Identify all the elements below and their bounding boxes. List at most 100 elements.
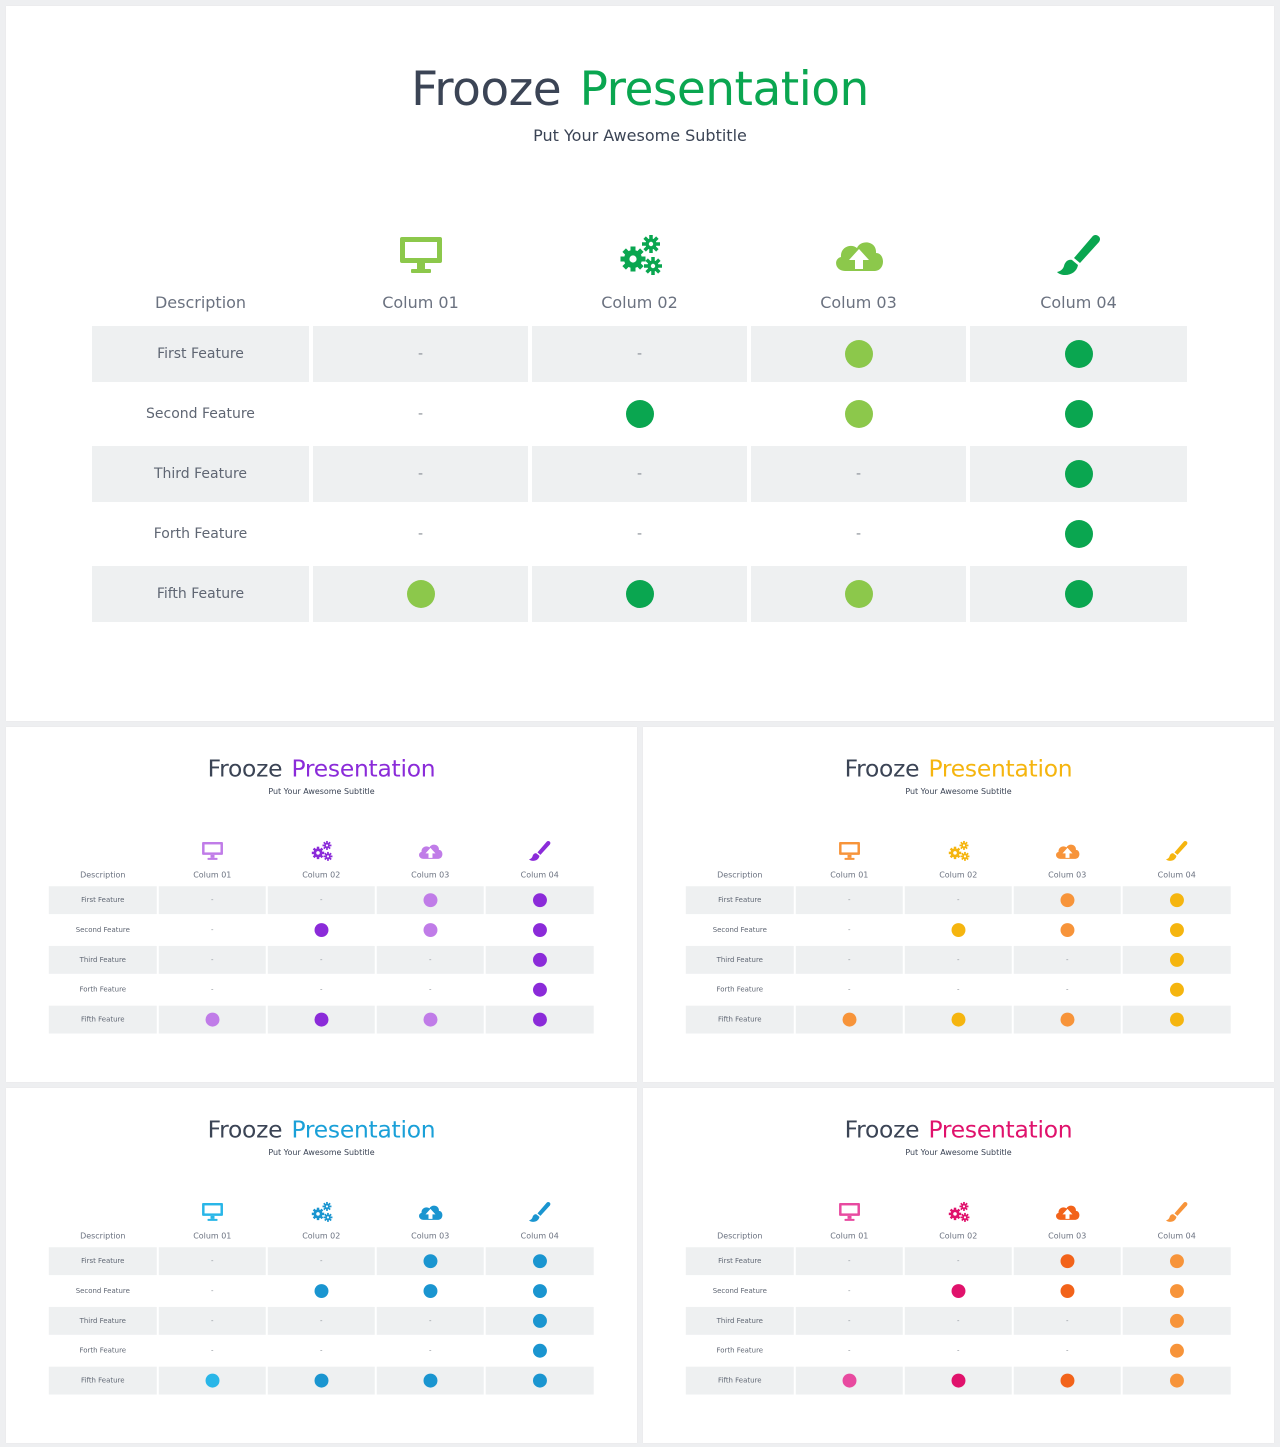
table-cell (970, 446, 1187, 502)
monitor-icon (398, 233, 444, 277)
monitor-icon (201, 840, 224, 862)
check-dot (951, 1373, 966, 1388)
check-dot (1169, 1284, 1184, 1299)
table-cell (1014, 1277, 1121, 1305)
feature-label: Second Feature (712, 1287, 767, 1296)
table-cell (486, 916, 594, 944)
empty-dash: - (636, 466, 643, 482)
empty-dash: - (211, 1316, 214, 1325)
column-header-2: Colum 02 (905, 1193, 1012, 1246)
column-header-3: Colum 03 (377, 1193, 484, 1246)
check-dot (406, 580, 435, 608)
check-dot (1169, 1343, 1184, 1358)
table-cell (158, 1366, 266, 1395)
table-cell (486, 1337, 594, 1365)
feature-label: Forth Feature (716, 985, 764, 994)
column-header-label: Colum 02 (939, 869, 978, 880)
description-header: Description (686, 832, 794, 885)
check-dot (1064, 460, 1093, 488)
table-cell (485, 945, 594, 974)
check-dot (1060, 893, 1075, 908)
table-cell (751, 386, 966, 442)
feature-label: First Feature (48, 1247, 157, 1276)
column-header-label: Colum 01 (193, 1230, 232, 1241)
table-cell (1013, 1247, 1121, 1276)
empty-dash: - (855, 466, 862, 482)
table-cell: - (751, 446, 966, 502)
feature-label: Forth Feature (79, 1346, 127, 1355)
table-cell (1013, 1366, 1121, 1395)
empty-dash: - (319, 1257, 323, 1266)
table-cell (1122, 1306, 1231, 1335)
table-cell: - (376, 945, 484, 974)
feature-label: First Feature (685, 886, 794, 915)
empty-dash: - (848, 985, 851, 994)
table-cell: - (532, 506, 747, 562)
empty-dash: - (211, 1257, 214, 1266)
slide-title: Frooze Presentation (6, 1116, 637, 1143)
empty-dash: - (848, 1287, 851, 1296)
table-cell (376, 1247, 484, 1276)
check-dot (532, 1254, 547, 1269)
table-cell: - (795, 1247, 903, 1276)
slide-subtitle: Put Your Awesome Subtitle (268, 786, 375, 797)
column-header-1: Colum 01 (796, 832, 903, 885)
check-dot (532, 923, 547, 938)
feature-label: Fifth Feature (48, 1366, 157, 1395)
table-cell: - (1013, 945, 1121, 974)
slide-5: Frooze Presentation Put Your Awesome Subt… (643, 1088, 1274, 1443)
title-accent: Presentation (928, 754, 1073, 783)
table-cell: - (267, 1306, 375, 1335)
table-cell: - (313, 386, 528, 442)
table-cell (532, 566, 747, 622)
check-dot (423, 1284, 438, 1299)
empty-dash: - (417, 466, 424, 482)
column-header-4: Colum 04 (970, 216, 1187, 322)
check-dot (625, 400, 654, 428)
column-header-3: Colum 03 (751, 216, 966, 322)
feature-label: First Feature (685, 1247, 794, 1276)
table-cell (376, 1366, 484, 1395)
monitor-icon (201, 1201, 224, 1223)
feature-label: Second Feature (75, 1287, 130, 1296)
empty-dash: - (956, 955, 960, 964)
empty-dash: - (319, 985, 323, 994)
gears-icon (947, 840, 970, 862)
column-header-4: Colum 04 (486, 1193, 594, 1246)
table-cell (158, 1005, 266, 1034)
column-header-label: Colum 02 (302, 869, 341, 880)
empty-dash: - (211, 985, 214, 994)
cloud-upload-icon (416, 1201, 444, 1223)
table-cell: - (904, 945, 1012, 974)
column-header-1: Colum 01 (159, 832, 266, 885)
cloud-upload-icon (416, 840, 444, 862)
column-header-label: Colum 02 (302, 1230, 341, 1241)
empty-dash: - (956, 985, 960, 994)
check-dot (532, 1012, 547, 1027)
gears-icon (617, 233, 663, 277)
column-header-1: Colum 01 (313, 216, 528, 322)
slide-2: Frooze Presentation Put Your Awesome Subt… (6, 727, 637, 1082)
check-dot (423, 923, 438, 938)
column-header-label: Colum 01 (382, 293, 459, 312)
table-cell: - (159, 976, 266, 1004)
feature-label: Fifth Feature (685, 1005, 794, 1034)
title-accent: Presentation (291, 1115, 436, 1144)
empty-dash: - (211, 896, 214, 905)
table-cell (485, 1247, 594, 1276)
table-cell: - (796, 916, 903, 944)
empty-dash: - (956, 1316, 960, 1325)
check-dot (532, 982, 547, 997)
column-header-1: Colum 01 (796, 1193, 903, 1246)
table-cell (377, 916, 484, 944)
empty-dash: - (855, 526, 862, 542)
column-header-3: Colum 03 (1014, 1193, 1121, 1246)
table-cell (1122, 945, 1231, 974)
monitor-icon (838, 840, 861, 862)
check-dot (1064, 400, 1093, 428)
table-cell (485, 886, 594, 915)
slide-subtitle: Put Your Awesome Subtitle (905, 786, 1012, 797)
check-dot (1169, 952, 1184, 967)
column-header-label: Colum 03 (1048, 1230, 1087, 1241)
title-accent: Presentation (579, 62, 870, 117)
